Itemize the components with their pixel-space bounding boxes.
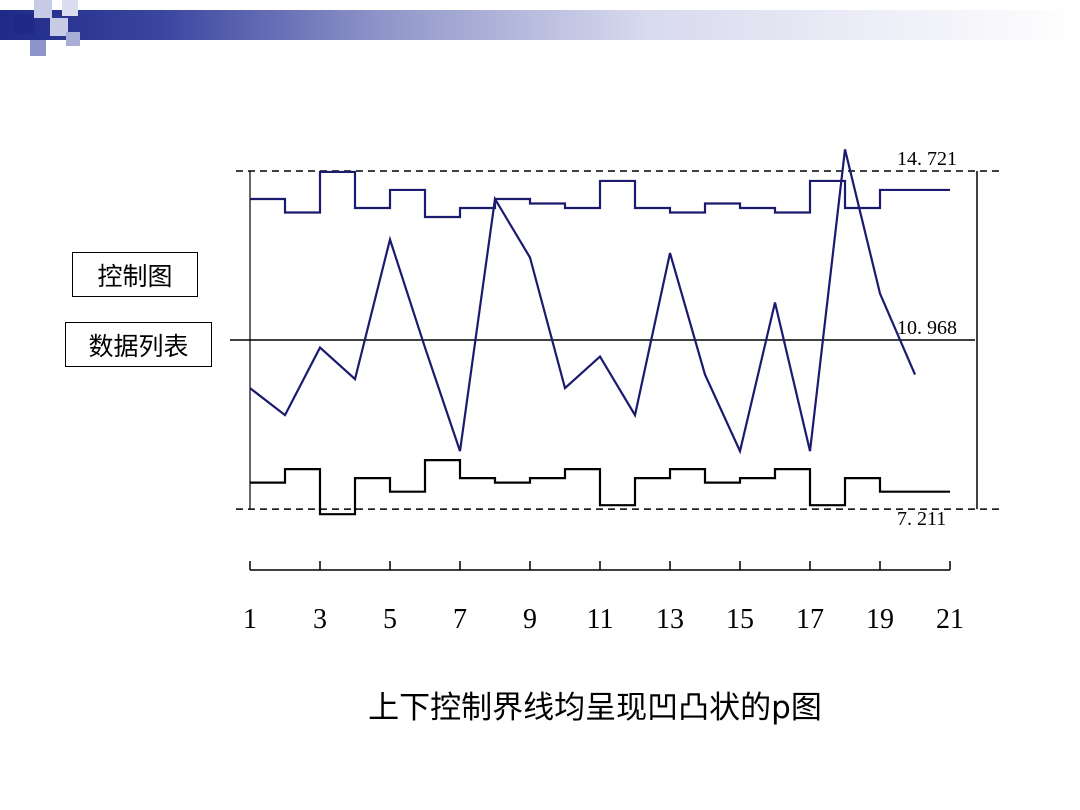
header-square-light bbox=[34, 0, 52, 18]
x-tick-label: 13 bbox=[656, 604, 684, 635]
header-gradient-bar bbox=[0, 10, 1080, 40]
header-square-light bbox=[62, 0, 78, 16]
reference-lines bbox=[230, 170, 1000, 510]
slide-caption: 上下控制界线均呈现凹凸状的p图 bbox=[368, 690, 822, 726]
header-square-light bbox=[50, 18, 68, 36]
x-tick-label: 17 bbox=[796, 604, 824, 635]
x-tick-label: 21 bbox=[936, 604, 964, 635]
center-label: 10. 968 bbox=[897, 317, 957, 339]
lower-control-limit-steps bbox=[250, 459, 950, 516]
header-square-dark bbox=[14, 14, 34, 34]
lcl-label: 7. 211 bbox=[897, 508, 946, 530]
data-series-line bbox=[249, 149, 917, 455]
data-list-label: 数据列表 bbox=[88, 331, 189, 361]
header-square-mid bbox=[30, 40, 46, 56]
control-chart-box: 控制图 bbox=[72, 252, 198, 297]
limit-labels: 14. 721 10. 968 7. 211 bbox=[897, 148, 957, 530]
x-tick-label: 7 bbox=[453, 604, 467, 635]
slide-header bbox=[0, 0, 1080, 70]
x-tick-label: 9 bbox=[523, 604, 537, 635]
x-tick-label: 19 bbox=[866, 604, 894, 635]
header-square-mid bbox=[66, 32, 80, 46]
control-chart-label: 控制图 bbox=[97, 261, 173, 291]
x-tick-label: 15 bbox=[726, 604, 754, 635]
x-axis: 1 3 5 7 9 11 13 15 17 19 21 bbox=[243, 561, 964, 635]
x-tick-label: 11 bbox=[587, 604, 614, 635]
data-list-box: 数据列表 bbox=[65, 322, 212, 367]
upper-control-limit-steps bbox=[250, 170, 950, 219]
x-tick-label: 1 bbox=[243, 604, 257, 635]
x-tick-label: 3 bbox=[313, 604, 327, 635]
ucl-label: 14. 721 bbox=[897, 148, 957, 170]
x-tick-label: 5 bbox=[383, 604, 397, 635]
data-series bbox=[249, 149, 950, 516]
